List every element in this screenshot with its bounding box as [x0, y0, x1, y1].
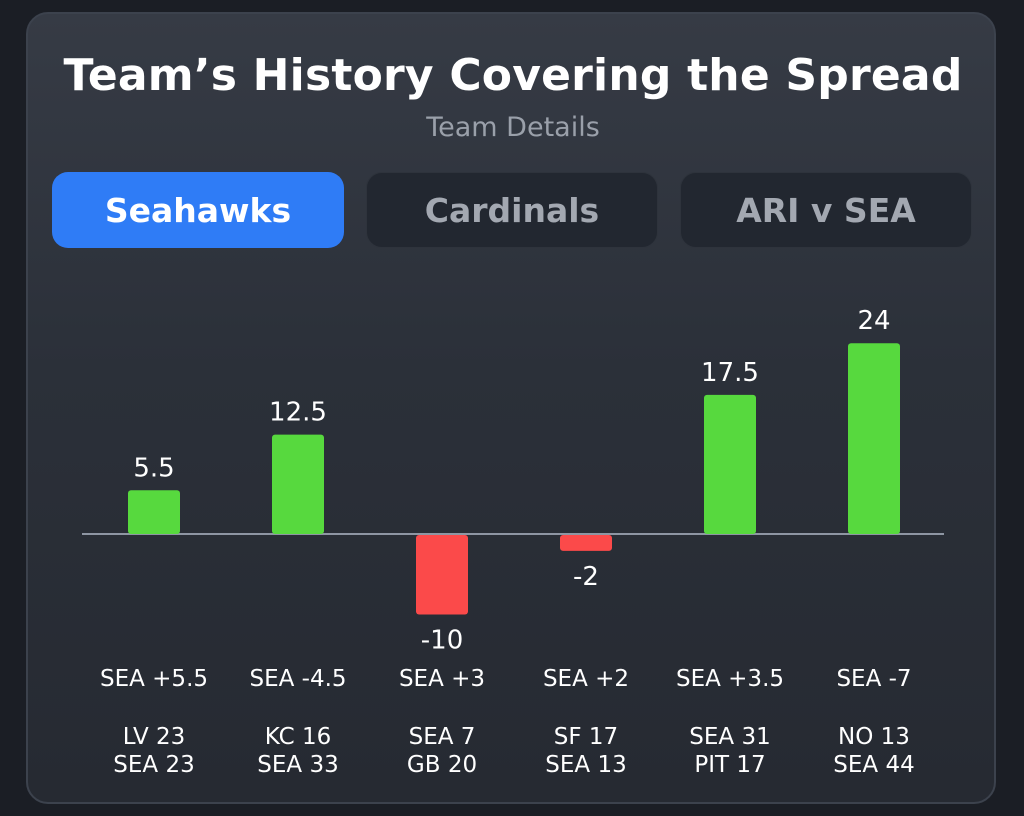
tab-cardinals[interactable]: Cardinals: [366, 172, 658, 248]
bar-value-label: 5.5: [133, 453, 174, 483]
bar-2: [416, 535, 468, 615]
chart-card: Team’s History Covering the Spread Team …: [26, 12, 996, 804]
bar-value-label: 17.5: [701, 358, 759, 388]
spread-label: SEA -4.5: [249, 666, 346, 692]
score-label: SEA 44: [833, 752, 914, 778]
tab-seahawks[interactable]: Seahawks: [52, 172, 344, 248]
card-subtitle: Team Details: [426, 112, 600, 143]
score-label: SF 17: [554, 724, 618, 750]
bar-0: [128, 490, 180, 534]
spread-label: SEA -7: [836, 666, 911, 692]
card-title: Team’s History Covering the Spread: [63, 50, 963, 101]
spread-label: SEA +3: [399, 666, 485, 692]
bar-3: [560, 535, 612, 551]
bar-value-label: 12.5: [269, 398, 327, 428]
bar-5: [848, 343, 900, 534]
score-label: SEA 13: [545, 752, 626, 778]
spread-label: SEA +3.5: [676, 666, 784, 692]
score-label: LV 23: [123, 724, 186, 750]
score-label: PIT 17: [694, 752, 765, 778]
bar-value-label: 24: [857, 306, 890, 336]
score-label: SEA 7: [409, 724, 476, 750]
tab-ari-v-sea[interactable]: ARI v SEA: [680, 172, 972, 248]
score-label: KC 16: [265, 724, 331, 750]
bar-4: [704, 394, 756, 534]
spread-label: SEA +5.5: [100, 666, 208, 692]
bar-value-label: -2: [573, 562, 599, 592]
score-label: SEA 23: [113, 752, 194, 778]
score-label: SEA 31: [689, 724, 770, 750]
bar-1: [272, 434, 324, 534]
score-label: GB 20: [407, 752, 477, 778]
score-label: NO 13: [838, 724, 910, 750]
spread-label: SEA +2: [543, 666, 629, 692]
bar-value-label: -10: [421, 626, 463, 656]
score-label: SEA 33: [257, 752, 338, 778]
